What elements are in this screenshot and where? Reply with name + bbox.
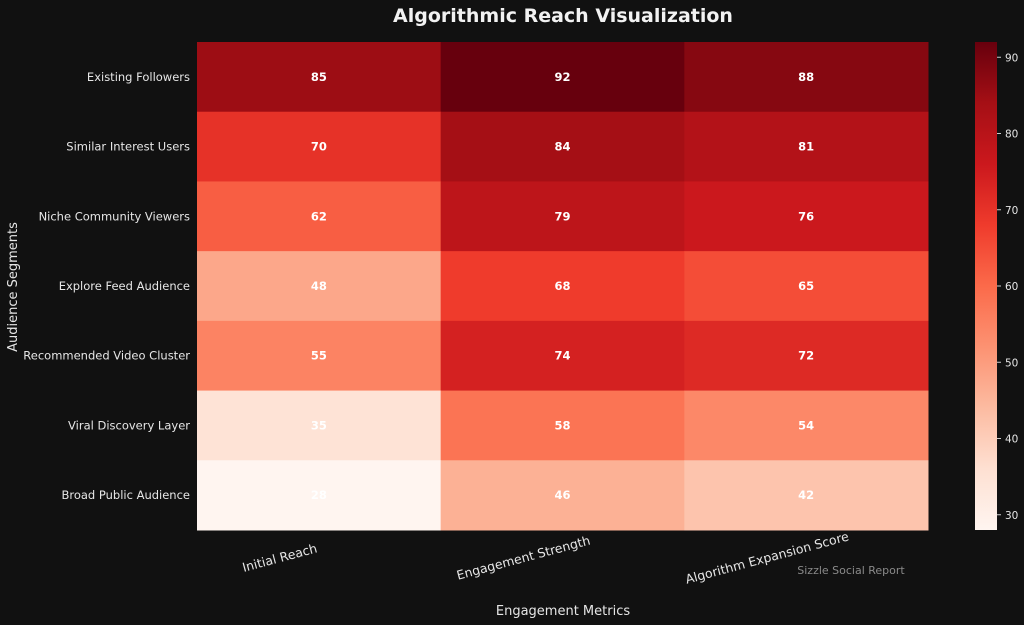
x-tick-label: Initial Reach (241, 540, 319, 574)
y-tick-label: Similar Interest Users (66, 140, 190, 154)
cell-value-label: 46 (554, 488, 570, 502)
colorbar-tick-label: 40 (1005, 434, 1018, 446)
heatmap-cell (440, 251, 685, 322)
cell-value-label: 68 (554, 279, 570, 293)
y-tick-label: Viral Discovery Layer (68, 418, 190, 432)
watermark-text: Sizzle Social Report (797, 564, 905, 577)
heatmap-cell (197, 460, 442, 531)
colorbar (975, 42, 997, 530)
y-tick-label: Explore Feed Audience (59, 279, 190, 293)
colorbar-tick-label: 30 (1005, 510, 1018, 522)
cell-value-label: 55 (311, 349, 327, 363)
cell-value-label: 35 (311, 418, 327, 432)
cell-value-label: 70 (311, 140, 327, 154)
heatmap-cell (197, 251, 442, 322)
y-tick-label: Existing Followers (87, 70, 190, 84)
heatmap-cell (684, 42, 929, 113)
heatmap-cell (684, 320, 929, 392)
x-tick-labels: Initial Reach Engagement Strength Algorith… (241, 529, 851, 587)
heatmap-cell (684, 390, 929, 461)
cell-value-label: 28 (311, 488, 327, 502)
cell-value-label: 58 (554, 418, 570, 432)
heatmap-cell (197, 42, 442, 113)
cell-value-label: 81 (798, 140, 814, 154)
colorbar-tick-label: 80 (1005, 129, 1018, 141)
heatmap-cell (197, 320, 442, 392)
cell-value-label: 79 (554, 209, 570, 223)
cell-value-label: 84 (554, 140, 570, 154)
colorbar-ticks: 30 40 50 60 70 80 90 (997, 52, 1018, 522)
y-tick-label: Niche Community Viewers (39, 209, 190, 223)
heatmap-cell (684, 251, 929, 322)
cell-value-label: 92 (554, 70, 570, 84)
heatmap-cell (684, 460, 929, 531)
heatmap-cell (197, 111, 442, 182)
cell-value-label: 85 (311, 70, 327, 84)
y-tick-label: Broad Public Audience (61, 488, 190, 502)
x-axis-title: Engagement Metrics (496, 604, 630, 619)
heatmap-cell (440, 181, 685, 252)
colorbar-tick-label: 50 (1005, 357, 1018, 369)
cell-value-label: 48 (311, 279, 327, 293)
cell-value-label: 54 (798, 418, 814, 432)
heatmap-cell (684, 181, 929, 252)
y-tick-labels: Existing Followers Similar Interest Users… (23, 70, 190, 502)
heatmap-cell (440, 320, 685, 392)
colorbar-tick-label: 90 (1005, 52, 1018, 64)
cell-value-label: 88 (798, 70, 814, 84)
heatmap-cells (197, 42, 929, 531)
heatmap-cell (197, 181, 442, 252)
cell-value-label: 76 (798, 209, 814, 223)
x-tick-label: Algorithm Expansion Score (684, 529, 851, 587)
colorbar-tick-label: 70 (1005, 205, 1018, 217)
heatmap-cell (440, 42, 685, 113)
y-tick-label: Recommended Video Cluster (23, 349, 190, 363)
heatmap-cell (684, 111, 929, 182)
cell-value-label: 42 (798, 488, 814, 502)
chart-title: Algorithmic Reach Visualization (393, 5, 733, 27)
heatmap-cell (440, 390, 685, 461)
heatmap-cell (440, 111, 685, 182)
cell-value-label: 74 (554, 349, 570, 363)
heatmap-cell (197, 390, 442, 461)
y-axis-title: Audience Segments (6, 222, 21, 352)
heatmap-cell (440, 460, 685, 531)
cell-value-label: 72 (798, 349, 814, 363)
cell-value-label: 62 (311, 209, 327, 223)
x-tick-label: Engagement Strength (455, 533, 592, 583)
cell-value-label: 65 (798, 279, 814, 293)
colorbar-tick-label: 60 (1005, 281, 1018, 293)
cell-value-labels: 85 92 88 70 84 81 62 79 76 48 68 65 55 74 72 35 58 54 28 46… (311, 70, 814, 502)
